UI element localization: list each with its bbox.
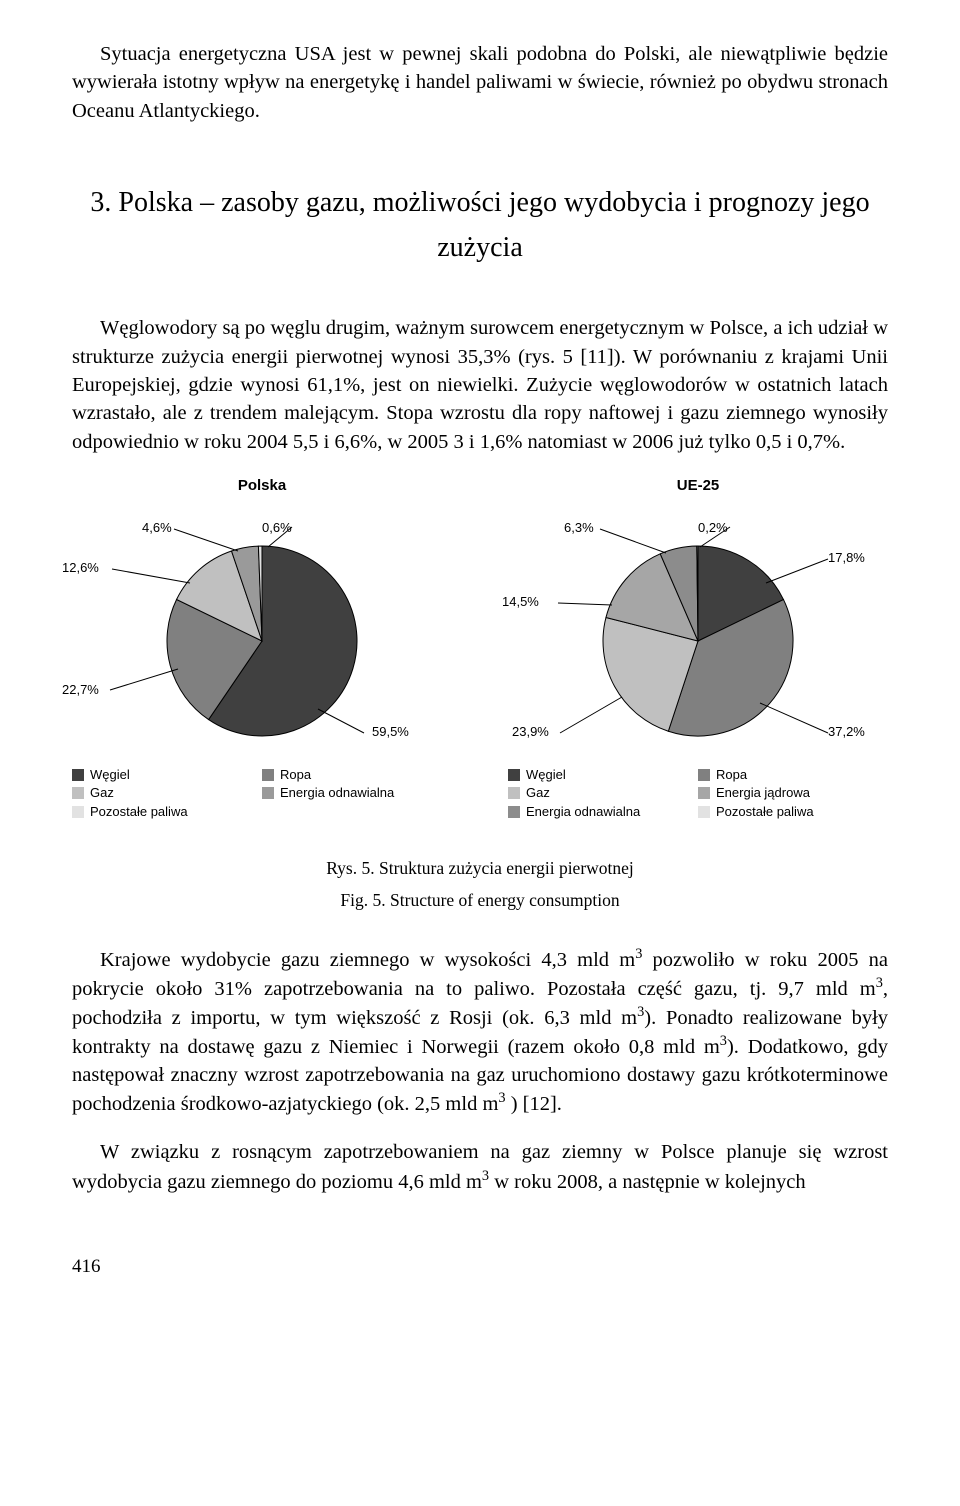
legend-label: Ropa [280, 766, 311, 784]
legend-swatch [72, 787, 84, 799]
chart-legend: WęgielGazPozostałe paliwa RopaEnergia odn… [72, 765, 452, 823]
legend-swatch [72, 806, 84, 818]
legend-label: Węgiel [526, 766, 566, 784]
pie-pct-label: 0,6% [262, 519, 292, 537]
chart-polska: Polska59,5%22,7%12,6%4,6%0,6%WęgielGazPo… [72, 476, 452, 823]
figure-caption-en: Fig. 5. Structure of energy consumption [72, 888, 888, 912]
legend-label: Energia odnawialna [280, 784, 394, 802]
legend-item: Gaz [72, 784, 262, 802]
pie-svg [72, 501, 452, 761]
pie-lead-line [766, 559, 828, 583]
figure-5: Polska59,5%22,7%12,6%4,6%0,6%WęgielGazPo… [72, 476, 888, 823]
legend-label: Energia jądrowa [716, 784, 810, 802]
legend-item: Pozostałe paliwa [72, 803, 262, 821]
pie-pct-label: 17,8% [828, 549, 865, 567]
section-heading-3: 3. Polska – zasoby gazu, możliwości jego… [72, 181, 888, 271]
page-number: 416 [0, 1216, 960, 1298]
paragraph-2: Węglowodory są po węglu drugim, ważnym s… [72, 314, 888, 455]
legend-item: Ropa [262, 766, 452, 784]
legend-swatch [698, 769, 710, 781]
legend-item: Energia odnawialna [262, 784, 452, 802]
paragraph-1: Sytuacja energetyczna USA jest w pewnej … [72, 40, 888, 125]
pie-lead-line [174, 529, 238, 551]
pie-pct-label: 37,2% [828, 723, 865, 741]
figure-caption-pl: Rys. 5. Struktura zużycia energii pierwo… [72, 856, 888, 880]
pie-pct-label: 14,5% [502, 593, 539, 611]
legend-item: Gaz [508, 784, 698, 802]
pie-pct-label: 6,3% [564, 519, 594, 537]
pie-svg [508, 501, 888, 761]
pie-lead-line [318, 709, 364, 733]
legend-item: Ropa [698, 766, 888, 784]
pie-pct-label: 0,2% [698, 519, 728, 537]
legend-swatch [508, 806, 520, 818]
chart-legend: WęgielGazEnergia odnawialna RopaEnergia j… [508, 765, 888, 823]
legend-label: Energia odnawialna [526, 803, 640, 821]
pie-lead-line [558, 603, 612, 605]
pie-pct-label: 23,9% [512, 723, 549, 741]
legend-swatch [72, 769, 84, 781]
legend-label: Gaz [526, 784, 550, 802]
legend-label: Ropa [716, 766, 747, 784]
pie-pct-label: 12,6% [62, 559, 99, 577]
legend-swatch [698, 806, 710, 818]
pie-lead-line [110, 669, 178, 690]
page: Sytuacja energetyczna USA jest w pewnej … [0, 0, 960, 1196]
chart-ue25: UE-2517,8%37,2%23,9%14,5%6,3%0,2%WęgielG… [508, 476, 888, 823]
paragraph-4: W związku z rosnącym zapotrzebowaniem na… [72, 1138, 888, 1195]
pie-lead-line [600, 529, 666, 553]
legend-swatch [508, 787, 520, 799]
legend-swatch [262, 787, 274, 799]
pie-lead-line [112, 569, 190, 583]
legend-swatch [508, 769, 520, 781]
pie-pct-label: 22,7% [62, 681, 99, 699]
legend-label: Pozostałe paliwa [716, 803, 814, 821]
pie-pct-label: 4,6% [142, 519, 172, 537]
legend-swatch [698, 787, 710, 799]
legend-item: Pozostałe paliwa [698, 803, 888, 821]
chart-title: Polska [72, 476, 452, 497]
chart-title: UE-25 [508, 476, 888, 497]
legend-item: Energia jądrowa [698, 784, 888, 802]
legend-label: Węgiel [90, 766, 130, 784]
pie-pct-label: 59,5% [372, 723, 409, 741]
legend-swatch [262, 769, 274, 781]
paragraph-3: Krajowe wydobycie gazu ziemnego w wysoko… [72, 945, 888, 1119]
legend-label: Pozostałe paliwa [90, 803, 188, 821]
pie-lead-line [760, 703, 828, 733]
legend-item: Węgiel [72, 766, 262, 784]
legend-label: Gaz [90, 784, 114, 802]
legend-item: Energia odnawialna [508, 803, 698, 821]
pie-lead-line [560, 697, 622, 733]
legend-item: Węgiel [508, 766, 698, 784]
